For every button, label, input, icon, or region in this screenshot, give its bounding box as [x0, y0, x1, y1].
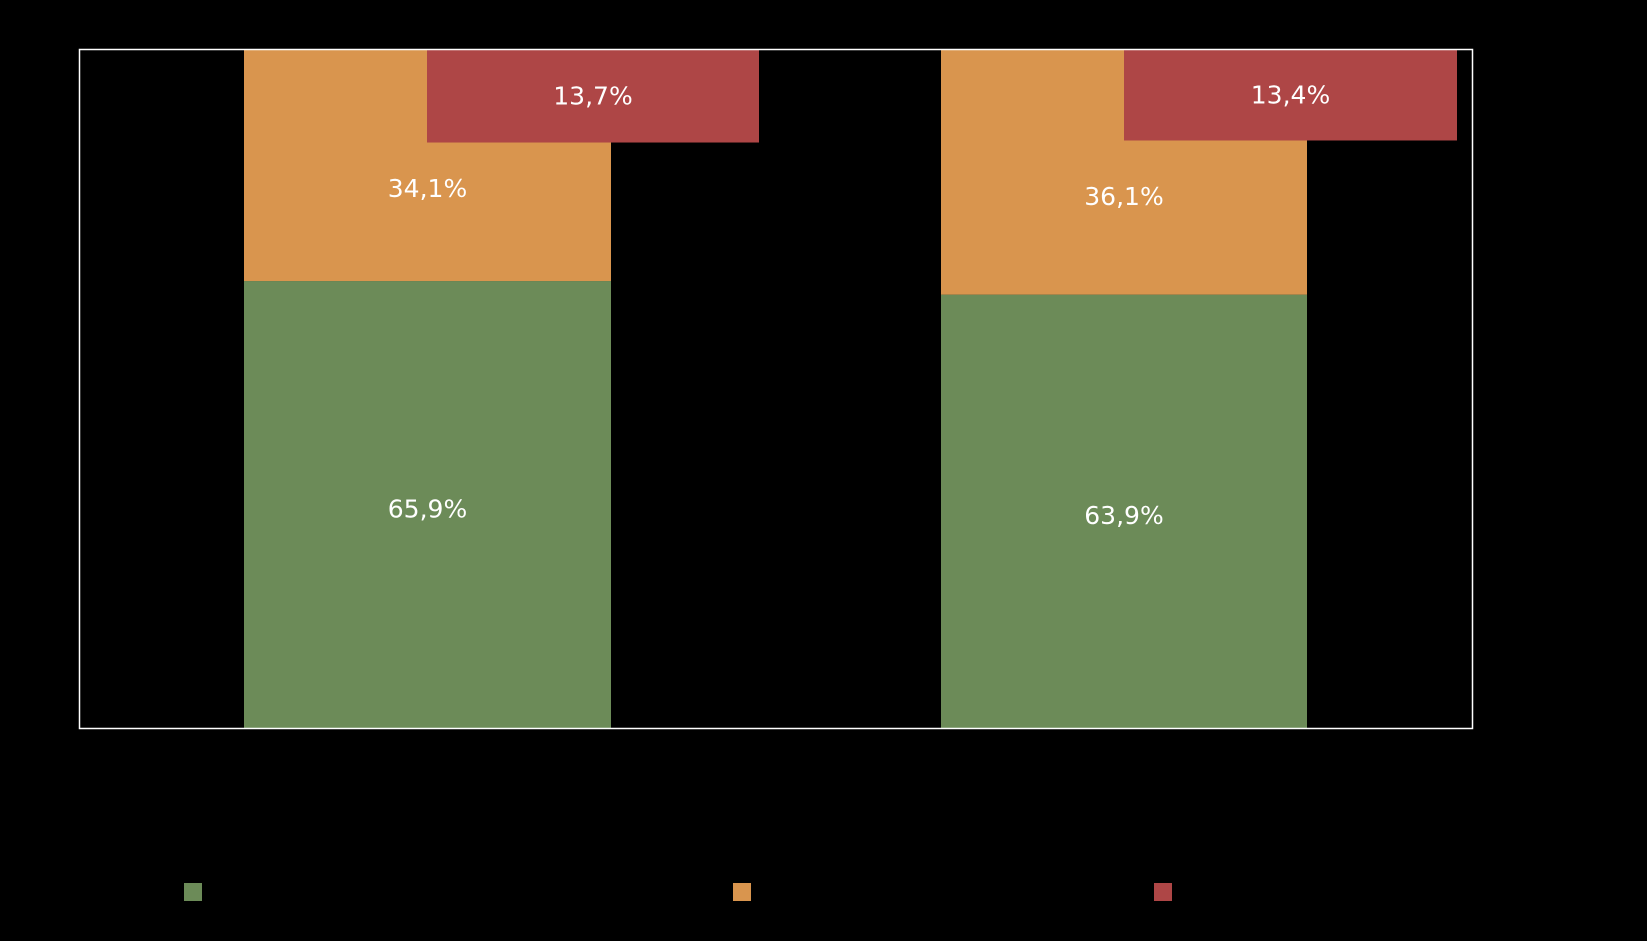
data-labels-layer: 65,9% 34,1% 13,7% 63,9% 36,1% 13,4%: [388, 80, 1330, 530]
data-label-red-group-1: 13,7%: [553, 82, 632, 111]
data-label-green-group-2: 63,9%: [1084, 501, 1163, 530]
legend-swatch-green: [184, 883, 202, 901]
data-label-orange-group-2: 36,1%: [1084, 182, 1163, 211]
bar-red-group-1: [427, 49, 759, 143]
bar-red-group-2: [1124, 49, 1457, 141]
data-label-green-group-1: 65,9%: [388, 494, 467, 523]
plot-area-frame: [78, 48, 1474, 730]
data-label-orange-group-1: 34,1%: [388, 174, 467, 203]
data-label-red-group-2: 13,4%: [1251, 80, 1330, 109]
legend-swatch-orange: [733, 883, 751, 901]
bar-green-group-2: [941, 294, 1307, 729]
bar-green-group-1: [244, 281, 611, 729]
bars-layer: [244, 49, 1457, 729]
legend: [184, 883, 1172, 901]
legend-swatch-red: [1154, 883, 1172, 901]
